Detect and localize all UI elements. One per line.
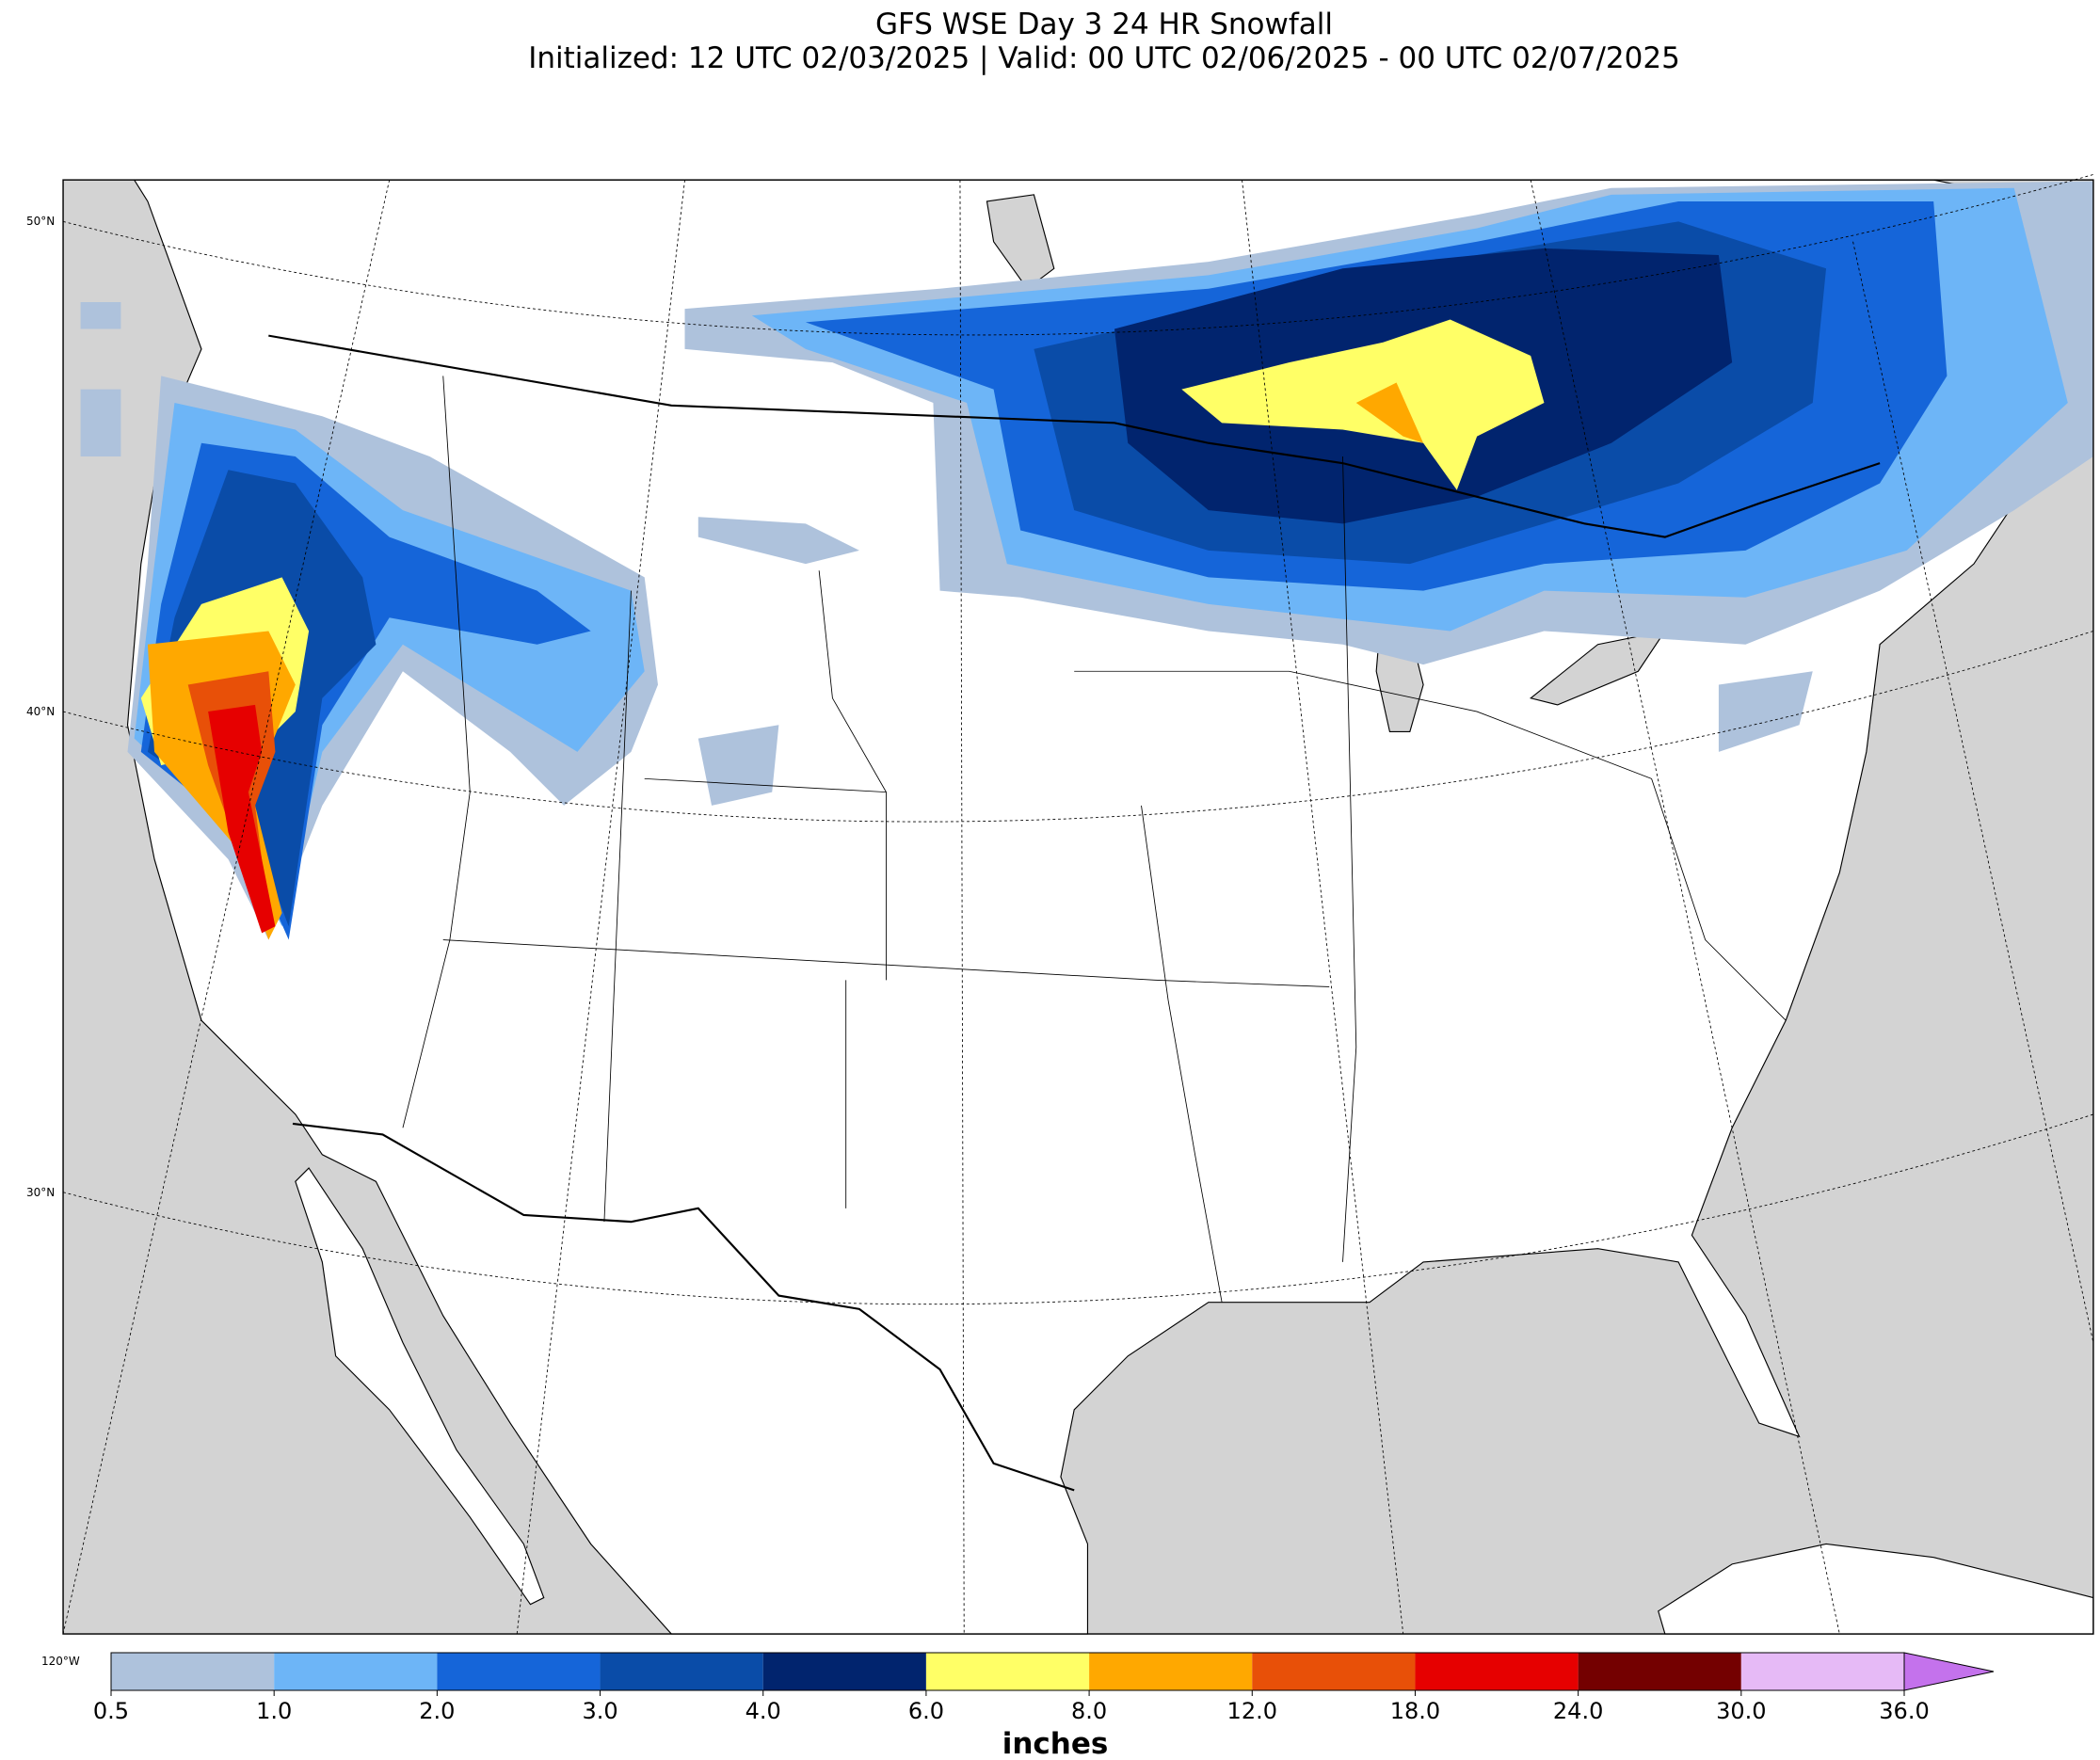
colorbar-tick-label: 8.0	[1071, 1698, 1107, 1724]
colorbar-tick-label: 18.0	[1390, 1698, 1440, 1724]
snow-area	[1355, 382, 1424, 443]
lat-label: 40°N	[26, 705, 55, 718]
colorbar-swatch	[762, 1653, 926, 1690]
lat-label: 30°N	[26, 1186, 55, 1199]
lon-label: 120°W	[41, 1655, 80, 1668]
colorbar-swatch	[111, 1653, 275, 1690]
colorbar-swatch	[925, 1653, 1090, 1690]
colorbar-tick-label: 30.0	[1716, 1698, 1766, 1724]
subtitle: Initialized: 12 UTC 02/03/2025 | Valid: …	[528, 41, 1680, 75]
lat-label: 50°N	[26, 215, 55, 228]
colorbar-swatch	[1089, 1653, 1253, 1690]
colorbar-swatch	[1578, 1653, 1741, 1690]
graticule	[62, 174, 2094, 1635]
colorbar-swatch	[1740, 1653, 1904, 1690]
state-lines	[402, 376, 1787, 1303]
colorbar-tick-label: 12.0	[1227, 1698, 1277, 1724]
colorbar: 0.5 1.0 2.0 3.0 4.0 6.0 8.0 12.0 18.0 24.0 30.0 36.…	[93, 1652, 1995, 1724]
colorbar-swatch	[600, 1653, 763, 1690]
colorbar-swatch	[274, 1653, 438, 1690]
lake	[1529, 630, 1667, 706]
colorbar-swatch	[437, 1653, 601, 1690]
colorbar-tick-label: 24.0	[1553, 1698, 1603, 1724]
title: GFS WSE Day 3 24 HR Snowfall	[875, 8, 1333, 41]
colorbar-tick-label: 1.0	[256, 1698, 292, 1724]
snowfall	[80, 181, 2093, 940]
colorbar-label: inches	[1002, 1727, 1109, 1760]
colorbar-extension	[1903, 1652, 1995, 1691]
border	[268, 334, 1881, 1492]
colorbar-tick-label: 6.0	[908, 1698, 944, 1724]
map	[62, 174, 2094, 1635]
colorbar-swatch	[1252, 1653, 1416, 1690]
snow-area	[697, 517, 1813, 806]
colorbar-outline	[110, 1652, 1905, 1691]
colorbar-tick-label: 4.0	[745, 1698, 781, 1724]
colorbar-tick-label: 36.0	[1879, 1698, 1929, 1724]
frame	[62, 179, 2094, 1635]
baja	[295, 1167, 545, 1606]
colorbar-tick-label: 0.5	[93, 1698, 129, 1724]
colorbar-tick-label: 2.0	[419, 1698, 455, 1724]
colorbar-swatch	[1415, 1653, 1579, 1690]
colorbar-tick-label: 3.0	[582, 1698, 617, 1724]
